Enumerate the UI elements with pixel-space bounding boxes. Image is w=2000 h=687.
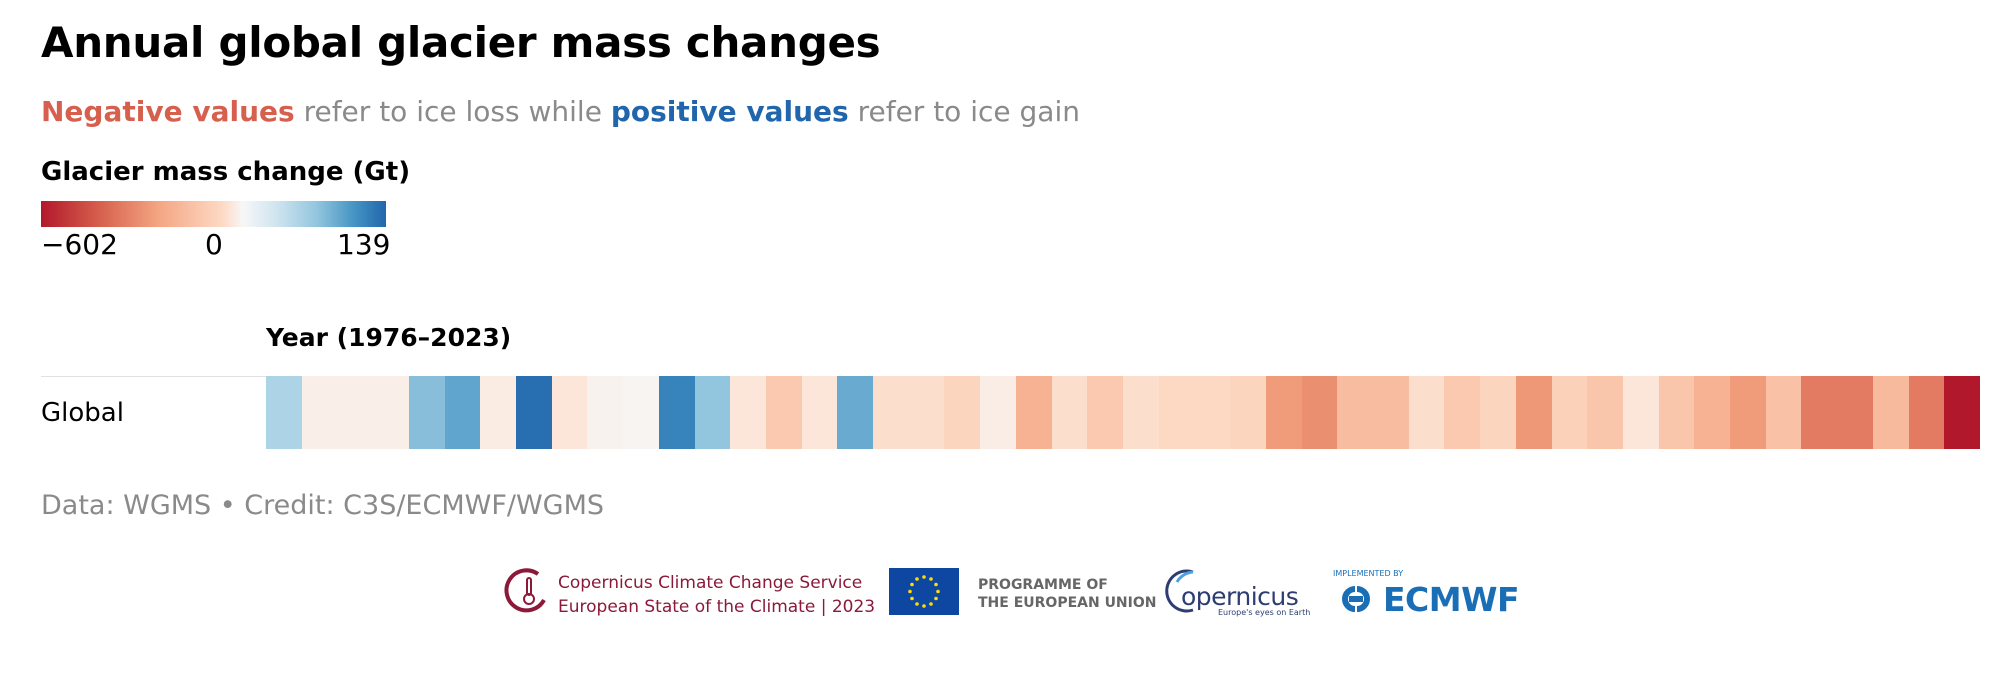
heatmap-row-global — [266, 376, 1980, 449]
heatmap-cell-1995 — [944, 376, 981, 449]
c3s-logo-icon — [504, 568, 546, 613]
chart-subtitle: Negative values refer to ice loss while … — [41, 95, 1080, 128]
positive-values-label: positive values — [610, 95, 849, 128]
heatmap-cell-2016 — [1694, 376, 1731, 449]
heatmap-cell-2011 — [1515, 376, 1553, 449]
heatmap-cell-1983 — [515, 376, 553, 449]
heatmap-cell-2005 — [1301, 376, 1338, 449]
heatmap-cell-1978 — [337, 376, 374, 449]
heatmap-cell-2003 — [1230, 376, 1267, 449]
ecmwf-logo-icon — [1342, 586, 1370, 612]
copernicus-tagline: Europe's eyes on Earth — [1218, 608, 1311, 617]
heatmap-cell-2020 — [1837, 376, 1874, 449]
heatmap-cell-2004 — [1265, 376, 1303, 449]
heatmap-cell-2001 — [1158, 376, 1195, 449]
legend-min-label: −602 — [41, 228, 118, 261]
copernicus-logo-icon — [1165, 569, 1194, 613]
eu-programme-text: PROGRAMME OF THE EUROPEAN UNION — [978, 576, 1156, 612]
heatmap-cell-2015 — [1658, 376, 1695, 449]
subtitle-middle: refer to ice loss while — [294, 95, 611, 128]
heatmap-cell-1980 — [408, 376, 446, 449]
x-axis-title: Year (1976–2023) — [266, 323, 512, 352]
copernicus-wordmark: opernicus — [1181, 582, 1299, 611]
heatmap-cell-2002 — [1194, 376, 1231, 449]
heatmap-cell-1976 — [266, 376, 303, 449]
eu-line-2: THE EUROPEAN UNION — [978, 595, 1157, 611]
heatmap-cell-2000 — [1123, 376, 1160, 449]
heatmap-cell-2018 — [1765, 376, 1803, 449]
heatmap-cell-2008 — [1408, 376, 1445, 449]
heatmap-cell-1991 — [801, 376, 838, 449]
data-credit: Data: WGMS • Credit: C3S/ECMWF/WGMS — [41, 490, 605, 521]
heatmap-cell-1993 — [873, 376, 910, 449]
heatmap-cell-1987 — [658, 376, 696, 449]
heatmap-cell-1985 — [587, 376, 624, 449]
heatmap-cell-2014 — [1622, 376, 1660, 449]
heatmap-cell-1992 — [837, 376, 874, 449]
heatmap-cell-2009 — [1444, 376, 1481, 449]
legend-title: Glacier mass change (Gt) — [41, 157, 411, 187]
heatmap-cell-1986 — [623, 376, 660, 449]
row-label-global: Global — [41, 398, 124, 428]
heatmap-cell-1990 — [765, 376, 803, 449]
heatmap-cell-2022 — [1908, 376, 1945, 449]
heatmap-cell-2021 — [1872, 376, 1910, 449]
heatmap-cell-1977 — [301, 376, 338, 449]
negative-values-label: Negative values — [41, 95, 295, 128]
heatmap-cell-2012 — [1551, 376, 1588, 449]
c3s-line-2: European State of the Climate | 2023 — [558, 597, 876, 617]
c3s-logo-text: Copernicus Climate Change Service Europe… — [558, 571, 875, 619]
heatmap-cell-1988 — [694, 376, 731, 449]
legend-max-label: 139 — [337, 228, 391, 261]
chart-title: Annual global glacier mass changes — [41, 18, 881, 67]
eu-flag-icon — [889, 568, 959, 615]
heatmap-cell-2023 — [1944, 376, 1980, 449]
c3s-line-1: Copernicus Climate Change Service — [558, 573, 863, 593]
heatmap-cell-2006 — [1337, 376, 1374, 449]
subtitle-end: refer to ice gain — [848, 95, 1080, 128]
heatmap-cell-1997 — [1015, 376, 1053, 449]
heatmap-cell-1999 — [1087, 376, 1124, 449]
implemented-by-label: IMPLEMENTED BY — [1333, 569, 1404, 578]
heatmap-cell-1994 — [908, 376, 946, 449]
heatmap-cell-1996 — [980, 376, 1017, 449]
eu-line-1: PROGRAMME OF — [978, 577, 1108, 593]
legend-zero-label: 0 — [205, 228, 223, 261]
heatmap-cell-1981 — [444, 376, 481, 449]
heatmap-cell-2013 — [1587, 376, 1624, 449]
ecmwf-wordmark: ECMWF — [1383, 580, 1520, 619]
heatmap-cell-1998 — [1051, 376, 1088, 449]
heatmap-cell-1989 — [730, 376, 767, 449]
heatmap-cell-1984 — [551, 376, 588, 449]
heatmap-cell-2010 — [1480, 376, 1517, 449]
heatmap-cell-2017 — [1730, 376, 1767, 449]
heatmap-cell-1982 — [480, 376, 517, 449]
heatmap-cell-1979 — [373, 376, 410, 449]
heatmap-cell-2019 — [1801, 376, 1838, 449]
heatmap-cell-2007 — [1372, 376, 1410, 449]
legend-color-scale — [41, 201, 386, 227]
